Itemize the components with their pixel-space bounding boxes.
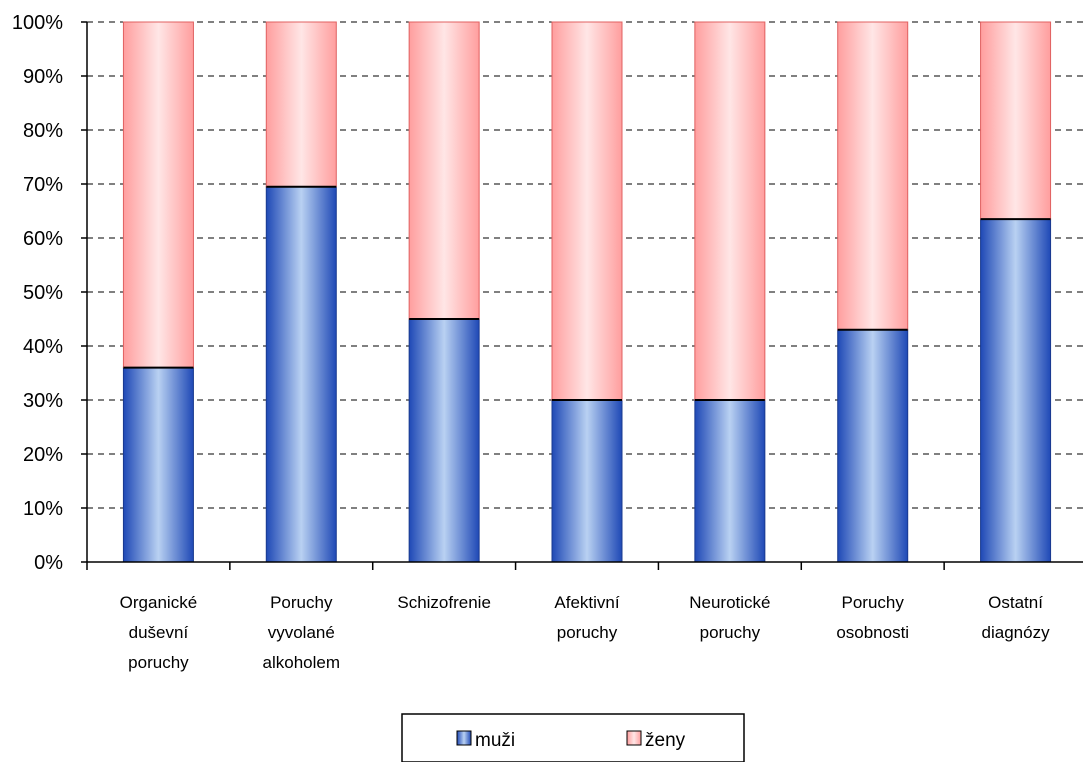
x-category-label: Poruchy osobnosti: [836, 593, 909, 642]
x-category-label-line: osobnosti: [836, 623, 909, 642]
x-category-label: Organické duševní poruchy: [120, 593, 197, 672]
x-category-label-line: alkoholem: [263, 653, 341, 672]
x-category-label-line: Afektivní: [554, 593, 619, 612]
bar-zeny: [694, 21, 766, 401]
x-category-label-line: diagnózy: [982, 623, 1051, 642]
x-category-label-line: Poruchy: [270, 593, 333, 612]
bar-muzi: [265, 186, 337, 563]
bar-muzi: [837, 329, 909, 563]
y-tick-labels: 0% 10% 20% 30% 40% 50% 60% 70% 80% 90% 100%: [12, 12, 63, 574]
y-tick-label: 90%: [23, 66, 63, 88]
bar-muzi: [980, 218, 1052, 563]
x-category-label-line: Organické: [120, 593, 197, 612]
x-category-label-line: poruchy: [700, 623, 761, 642]
x-category-label-line: Schizofrenie: [397, 593, 491, 612]
x-category-label: Ostatní diagnózy: [982, 593, 1051, 642]
y-tick-label: 60%: [23, 228, 63, 250]
y-tick-label: 0%: [34, 552, 63, 574]
x-category-label: Neurotické poruchy: [689, 593, 770, 642]
bar-zeny: [551, 21, 623, 401]
legend: muži ženy: [401, 713, 745, 762]
y-tick-label: 20%: [23, 444, 63, 466]
y-tick-label: 40%: [23, 336, 63, 358]
bar-muzi: [551, 399, 623, 563]
x-category-label-line: vyvolané: [268, 623, 335, 642]
x-category-label-line: poruchy: [557, 623, 618, 642]
x-category-label: Afektivní poruchy: [554, 593, 619, 642]
y-tick-label: 80%: [23, 120, 63, 142]
axes: [81, 21, 1083, 570]
y-tick-label: 100%: [12, 12, 63, 34]
x-category-label-line: Ostatní: [988, 593, 1043, 612]
bars: [122, 21, 1052, 563]
x-category-label-line: Poruchy: [842, 593, 905, 612]
y-tick-label: 50%: [23, 282, 63, 304]
y-tick-label: 70%: [23, 174, 63, 196]
x-category-labels: Organické duševní poruchy Poruchy vyvolané al…: [120, 593, 1050, 672]
bar-zeny: [408, 21, 480, 320]
bar-zeny: [265, 21, 337, 188]
y-tick-label: 30%: [23, 390, 63, 412]
x-category-label-line: poruchy: [128, 653, 189, 672]
x-category-label: Poruchy vyvolané alkoholem: [263, 593, 341, 672]
legend-label-muzi: muži: [475, 730, 515, 751]
x-category-label-line: duševní: [129, 623, 189, 642]
bar-zeny: [122, 21, 194, 369]
bar-muzi: [694, 399, 766, 563]
bar-zeny: [837, 21, 909, 331]
bar-muzi: [122, 367, 194, 563]
legend-label-zeny: ženy: [645, 730, 686, 751]
y-tick-label: 10%: [23, 498, 63, 520]
x-category-label: Schizofrenie: [397, 593, 491, 612]
bar-muzi: [408, 318, 480, 563]
legend-box: [401, 713, 745, 762]
legend-swatch-zeny: [626, 730, 642, 746]
x-category-label-line: Neurotické: [689, 593, 770, 612]
legend-swatch-muzi: [456, 730, 472, 746]
bar-zeny: [980, 21, 1052, 220]
